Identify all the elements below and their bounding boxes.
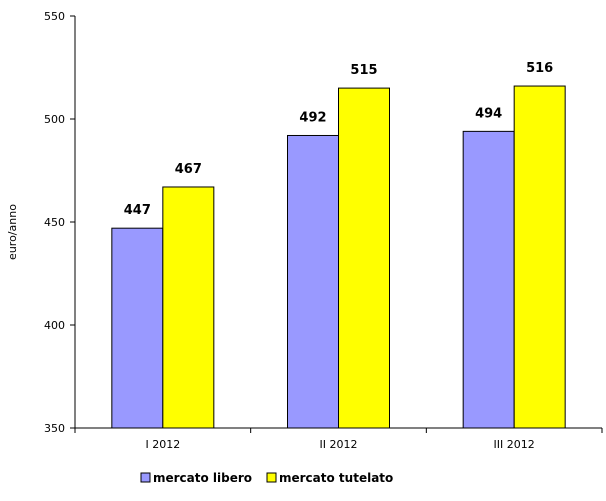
y-tick-label: 400: [44, 319, 65, 332]
y-axis-title: euro/anno: [6, 204, 19, 260]
data-labels: 447 467 492 515 494 516: [124, 61, 553, 218]
x-tick-label: II 2012: [320, 438, 358, 451]
legend-label: mercato libero: [153, 471, 252, 485]
legend-label: mercato tutelato: [279, 471, 393, 485]
data-label: 447: [124, 203, 151, 218]
bar-mercato-tutelato: [338, 87, 390, 429]
legend-swatch: [266, 472, 277, 483]
bar-mercato-tutelato: [513, 85, 566, 429]
bars: [111, 85, 566, 429]
x-tick-label: III 2012: [494, 438, 535, 451]
bar-mercato-libero: [287, 134, 339, 429]
bar-mercato-libero: [462, 130, 515, 429]
bar-mercato-libero: [111, 227, 164, 429]
y-tick-label: 500: [44, 113, 65, 126]
x-tick-label: I 2012: [145, 438, 180, 451]
data-label: 467: [175, 162, 202, 177]
legend: mercato libero mercato tutelato: [140, 471, 393, 485]
data-label: 515: [350, 63, 377, 78]
y-axis: 350 400 450 500 550: [44, 10, 76, 435]
bar-mercato-tutelato: [162, 186, 215, 429]
data-label: 494: [475, 106, 502, 121]
y-tick-label: 450: [44, 216, 65, 229]
data-label: 516: [526, 61, 553, 76]
y-tick-label: 350: [44, 422, 65, 435]
legend-swatch: [140, 472, 151, 483]
x-axis: I 2012 II 2012 III 2012: [74, 427, 603, 451]
y-tick-label: 550: [44, 10, 65, 23]
data-label: 492: [299, 110, 326, 125]
